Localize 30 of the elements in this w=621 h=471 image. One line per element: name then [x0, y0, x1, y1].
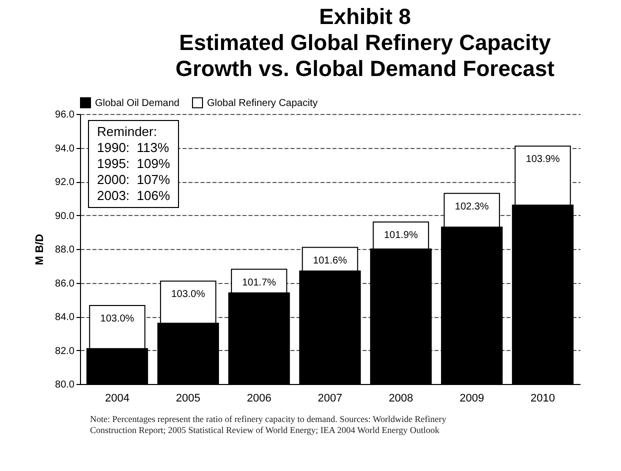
y-tick-label: 86.0: [55, 278, 75, 290]
annotation: 103.0%: [100, 314, 134, 325]
annotation: 101.7%: [242, 277, 276, 288]
x-tick-label: 2008: [388, 392, 414, 404]
y-tick-label: 82.0: [55, 346, 75, 357]
y-tick-label: 88.0: [55, 244, 75, 256]
annotation: 103.9%: [526, 154, 560, 166]
y-tick-label: 80.0: [55, 380, 75, 390]
y-tick-label: 90.0: [55, 210, 75, 222]
x-tick-label: 2004: [104, 392, 130, 404]
annotation: 101.9%: [384, 230, 418, 241]
y-tick-label: 84.0: [55, 312, 75, 323]
chart-subtitle: Estimated Global Refinery Capacity Growth vs. Global Demand Forecast: [174, 30, 556, 82]
text: Note: Percentages represent the ratio of refinery capacity to demand. Sources: Worldwide Refinery Construction Report; 2005 Statistical Review of World Energy; IEA 2004 World Energy Outlook: [90, 414, 448, 436]
y-tick-label: 92.0: [55, 177, 75, 188]
annotation: 103.0%: [171, 289, 206, 300]
x-tick-label: 2005: [176, 392, 200, 404]
x-tick-label: 2007: [318, 392, 342, 404]
y-tick-label: 94.0: [55, 143, 75, 154]
legend-label: Global Refinery Capacity: [207, 98, 318, 109]
y-axis-title: M B/D: [34, 234, 46, 266]
annotation: 101.6%: [313, 255, 348, 266]
x-tick-label: 2010: [530, 392, 556, 404]
x-tick-label: 2006: [246, 392, 272, 404]
legend-label: Global Oil Demand: [95, 98, 180, 109]
chart-title: Exhibit 8: [318, 4, 412, 30]
y-tick-label: 96.0: [55, 110, 75, 120]
annotation: Reminder: 1990: 113% 1995: 109% 2000: 107% 2003: 106%: [88, 120, 180, 208]
x-tick-label: 2009: [460, 392, 484, 404]
annotation: 102.3%: [454, 201, 489, 212]
